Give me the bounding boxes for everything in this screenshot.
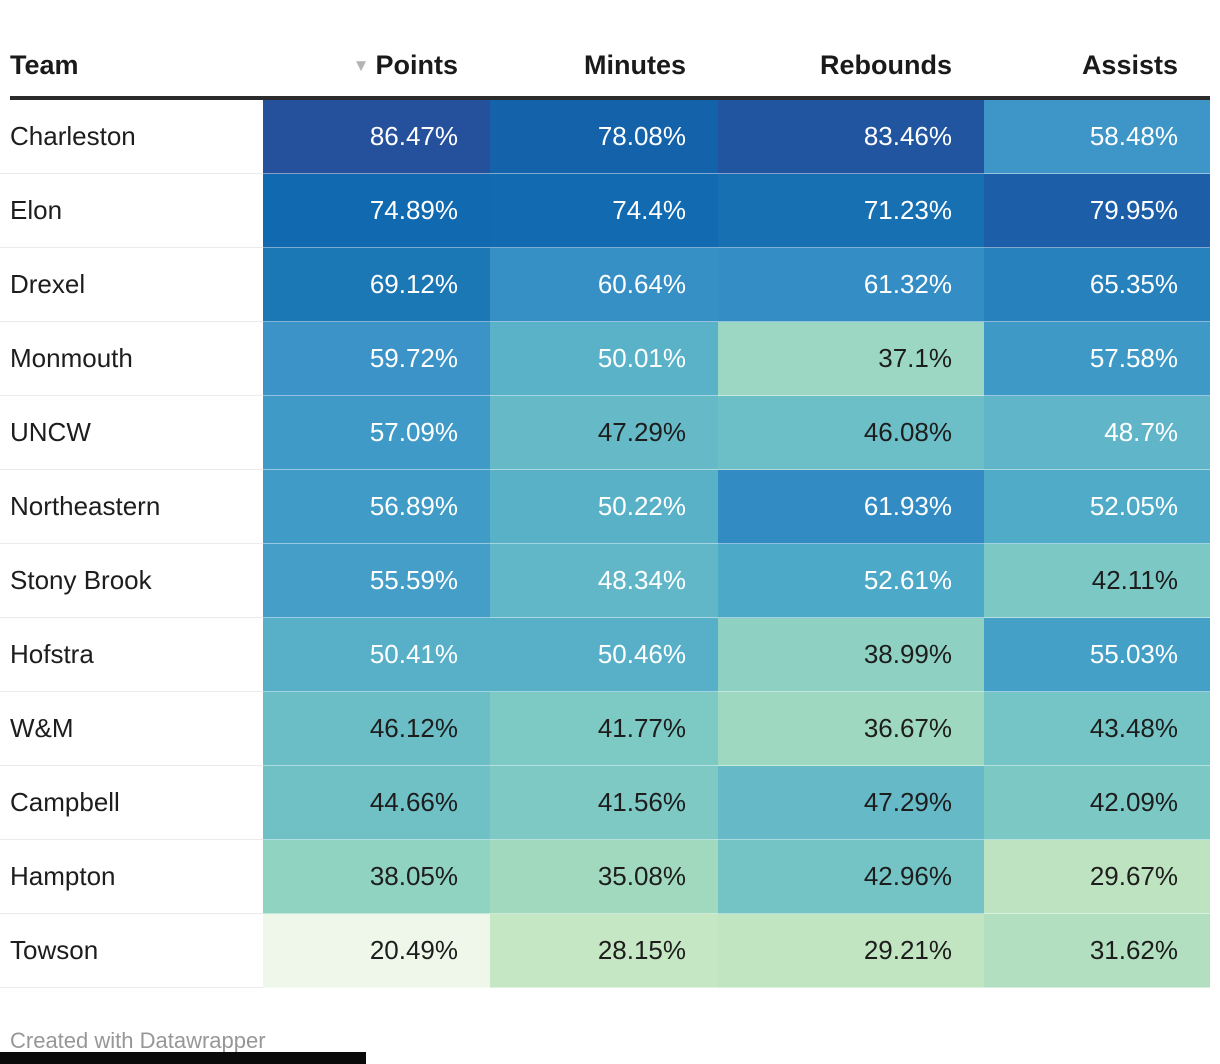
rebounds-value-cell: 36.67% [718,692,984,766]
table-row: Monmouth 59.72% 50.01% 37.1% 57.58% [0,322,1220,396]
table-row: Hampton 38.05% 35.08% 42.96% 29.67% [0,840,1220,914]
column-header-minutes[interactable]: Minutes [490,50,718,81]
points-value-cell: 50.41% [263,618,490,692]
rebounds-value-cell: 42.96% [718,840,984,914]
minutes-value-cell: 48.34% [490,544,718,618]
minutes-value-cell: 50.46% [490,618,718,692]
attribution: Created with Datawrapper [0,1028,1220,1054]
minutes-value-cell: 60.64% [490,248,718,322]
points-value-cell: 57.09% [263,396,490,470]
minutes-value-cell: 47.29% [490,396,718,470]
team-name-cell: Monmouth [0,322,263,396]
team-name-cell: Towson [0,914,263,988]
rebounds-value-cell: 29.21% [718,914,984,988]
column-header-assists-label: Assists [1081,50,1178,80]
team-name-cell: Hofstra [0,618,263,692]
table-row: Stony Brook 55.59% 48.34% 52.61% 42.11% [0,544,1220,618]
assists-value-cell: 29.67% [984,840,1210,914]
table-row: Campbell 44.66% 41.56% 47.29% 42.09% [0,766,1220,840]
team-name-cell: Campbell [0,766,263,840]
team-name-cell: UNCW [0,396,263,470]
assists-value-cell: 52.05% [984,470,1210,544]
assists-value-cell: 43.48% [984,692,1210,766]
minutes-value-cell: 74.4% [490,174,718,248]
points-value-cell: 59.72% [263,322,490,396]
sort-descending-icon: ▼ [352,56,370,75]
column-header-rebounds-label: Rebounds [820,50,952,80]
column-header-points[interactable]: ▼ Points [263,50,490,81]
table-row: UNCW 57.09% 47.29% 46.08% 48.7% [0,396,1220,470]
table-row: Charleston 86.47% 78.08% 83.46% 58.48% [0,100,1220,174]
assists-value-cell: 31.62% [984,914,1210,988]
minutes-value-cell: 35.08% [490,840,718,914]
team-name-cell: Stony Brook [0,544,263,618]
minutes-value-cell: 78.08% [490,100,718,174]
table-row: W&M 46.12% 41.77% 36.67% 43.48% [0,692,1220,766]
assists-value-cell: 65.35% [984,248,1210,322]
rebounds-value-cell: 52.61% [718,544,984,618]
assists-value-cell: 58.48% [984,100,1210,174]
table-row: Hofstra 50.41% 50.46% 38.99% 55.03% [0,618,1220,692]
points-value-cell: 38.05% [263,840,490,914]
minutes-value-cell: 50.01% [490,322,718,396]
rebounds-value-cell: 38.99% [718,618,984,692]
column-header-points-label: Points [375,50,458,80]
points-value-cell: 56.89% [263,470,490,544]
rebounds-value-cell: 37.1% [718,322,984,396]
table-header-row: Team ▼ Points Minutes Rebounds Assists [0,0,1220,96]
column-header-minutes-label: Minutes [583,50,686,80]
bottom-left-bar [0,1052,366,1064]
table-row: Elon 74.89% 74.4% 71.23% 79.95% [0,174,1220,248]
rebounds-value-cell: 61.32% [718,248,984,322]
assists-value-cell: 42.11% [984,544,1210,618]
column-header-team[interactable]: Team [0,50,263,81]
minutes-value-cell: 50.22% [490,470,718,544]
team-name-cell: Charleston [0,100,263,174]
rebounds-value-cell: 46.08% [718,396,984,470]
assists-value-cell: 79.95% [984,174,1210,248]
points-value-cell: 20.49% [263,914,490,988]
points-value-cell: 46.12% [263,692,490,766]
column-header-assists[interactable]: Assists [984,50,1210,81]
team-name-cell: Hampton [0,840,263,914]
table-row: Northeastern 56.89% 50.22% 61.93% 52.05% [0,470,1220,544]
minutes-value-cell: 28.15% [490,914,718,988]
table-row: Drexel 69.12% 60.64% 61.32% 65.35% [0,248,1220,322]
team-name-cell: Drexel [0,248,263,322]
team-name-cell: Elon [0,174,263,248]
team-name-cell: W&M [0,692,263,766]
minutes-value-cell: 41.77% [490,692,718,766]
assists-value-cell: 48.7% [984,396,1210,470]
assists-value-cell: 57.58% [984,322,1210,396]
table-row: Towson 20.49% 28.15% 29.21% 31.62% [0,914,1220,988]
assists-value-cell: 55.03% [984,618,1210,692]
points-value-cell: 55.59% [263,544,490,618]
team-name-cell: Northeastern [0,470,263,544]
rebounds-value-cell: 47.29% [718,766,984,840]
points-value-cell: 86.47% [263,100,490,174]
rebounds-value-cell: 71.23% [718,174,984,248]
column-header-team-label: Team [10,50,79,80]
rebounds-value-cell: 83.46% [718,100,984,174]
points-value-cell: 69.12% [263,248,490,322]
assists-value-cell: 42.09% [984,766,1210,840]
points-value-cell: 44.66% [263,766,490,840]
heatmap-table-body: Charleston 86.47% 78.08% 83.46% 58.48% Elon 74… [0,100,1220,988]
minutes-value-cell: 41.56% [490,766,718,840]
points-value-cell: 74.89% [263,174,490,248]
header-divider [10,96,1210,100]
rebounds-value-cell: 61.93% [718,470,984,544]
datawrapper-credit-link[interactable]: Created with Datawrapper [10,1028,266,1053]
column-header-rebounds[interactable]: Rebounds [718,50,984,81]
